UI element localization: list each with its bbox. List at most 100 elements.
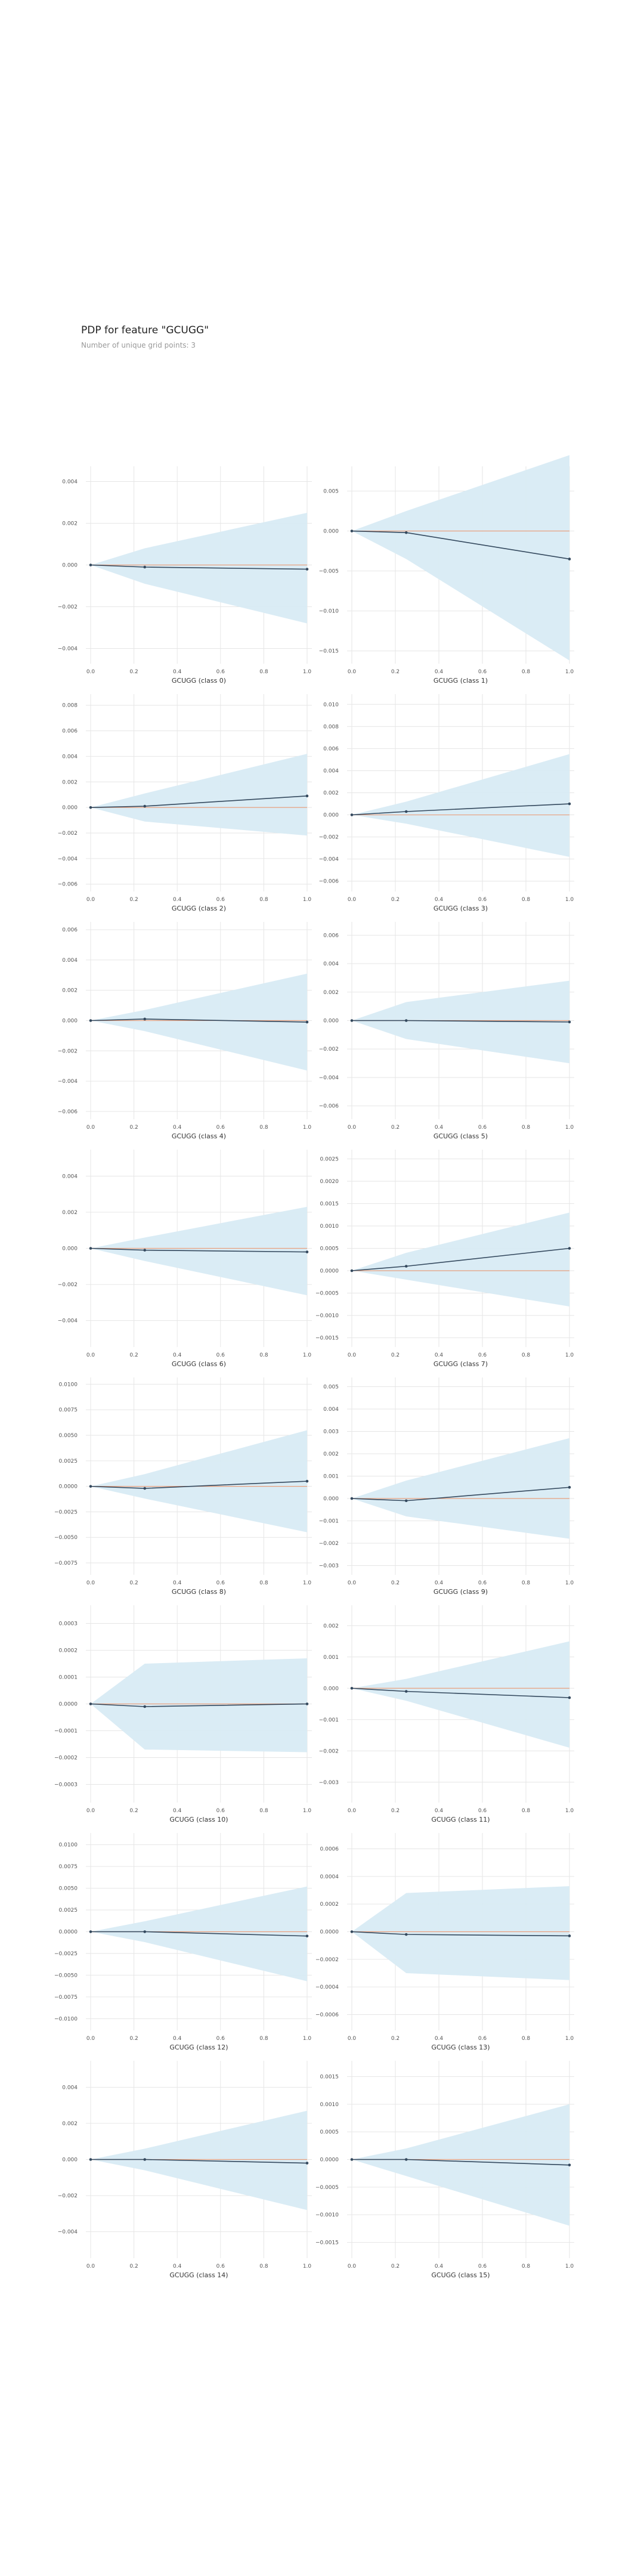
x-tick-label: 0.8 (522, 1125, 531, 1131)
x-tick-label: 0.6 (216, 1352, 225, 1358)
y-tick-label: 0.000 (323, 529, 339, 535)
y-tick-label: 0.0000 (320, 2157, 339, 2163)
x-tick-label: 1.0 (303, 1125, 312, 1131)
confidence-band (91, 973, 307, 1071)
pdp-subplot-8: −0.0075 −0.0050 −0.0025 0.0000 0.0025 0.0050 0… (54, 1377, 312, 1596)
pdp-subplot-14: −0.004 −0.002 0.000 0.002 0.004 0.0 0.2 0.4 0.6 0… (58, 2061, 312, 2279)
y-tick-label: 0.0050 (59, 1433, 78, 1439)
y-tick-label: 0.0001 (59, 1675, 78, 1681)
x-tick-label: 0.4 (173, 1808, 182, 1814)
pdp-point (404, 1499, 408, 1503)
x-axis-label: GCUGG (class 4) (172, 1132, 226, 1140)
x-tick-label: 0.0 (86, 1580, 95, 1586)
confidence-band (352, 1641, 569, 1748)
y-tick-label: 0.002 (62, 988, 78, 994)
y-tick-label: −0.0025 (54, 1951, 78, 1957)
pdp-point (568, 802, 571, 806)
y-tick-label: −0.002 (58, 831, 78, 837)
y-tick-label: 0.004 (62, 958, 78, 964)
x-tick-label: 0.2 (391, 1580, 400, 1586)
pdp-point (143, 565, 147, 569)
x-tick-label: 0.8 (259, 1808, 268, 1814)
pdp-point (568, 1247, 571, 1250)
y-tick-label: 0.002 (323, 990, 339, 996)
y-tick-label: −0.002 (58, 1282, 78, 1288)
y-tick-label: 0.000 (62, 805, 78, 811)
x-axis-label: GCUGG (class 5) (434, 1132, 488, 1140)
x-tick-label: 1.0 (303, 2264, 312, 2270)
pdp-point (404, 1690, 408, 1693)
y-tick-label: −0.0003 (54, 1782, 78, 1788)
x-axis-label: GCUGG (class 0) (172, 677, 226, 685)
figure-header: PDP for feature "GCUGG" Number of unique… (81, 324, 209, 349)
pdp-point (143, 1487, 147, 1490)
y-tick-label: −0.006 (58, 882, 78, 888)
y-tick-label: 0.004 (62, 2085, 78, 2091)
x-tick-label: 0.6 (478, 1352, 487, 1358)
x-tick-label: 0.8 (259, 897, 268, 903)
x-tick-label: 0.2 (391, 2264, 400, 2270)
x-tick-label: 0.8 (259, 1125, 268, 1131)
x-tick-label: 0.2 (391, 897, 400, 903)
pdp-point (404, 1019, 408, 1022)
x-tick-label: 0.2 (129, 897, 138, 903)
pdp-point (305, 1020, 309, 1024)
y-tick-label: −0.0005 (315, 1291, 339, 1297)
y-tick-label: 0.0006 (320, 1847, 339, 1853)
x-tick-label: 1.0 (303, 897, 312, 903)
y-tick-label: 0.000 (62, 563, 78, 569)
y-tick-label: −0.006 (319, 1104, 339, 1110)
pdp-point (143, 1930, 147, 1933)
x-tick-label: 0.0 (86, 897, 95, 903)
x-tick-label: 0.0 (348, 669, 357, 675)
y-tick-label: −0.015 (319, 649, 339, 655)
y-tick-label: −0.0002 (54, 1755, 78, 1761)
pdp-point (89, 1019, 92, 1022)
y-tick-label: −0.0050 (54, 1973, 78, 1979)
pdp-point (305, 1250, 309, 1253)
x-axis-label: GCUGG (class 1) (434, 677, 488, 685)
y-tick-label: −0.004 (58, 1318, 78, 1324)
x-tick-label: 0.0 (348, 2264, 357, 2270)
y-tick-label: 0.0015 (320, 1202, 339, 1208)
y-tick-label: 0.0025 (59, 1908, 78, 1914)
confidence-band (352, 2104, 569, 2226)
x-tick-label: 1.0 (303, 669, 312, 675)
y-tick-label: 0.0002 (59, 1648, 78, 1654)
y-tick-label: 0.0025 (320, 1157, 339, 1163)
y-tick-label: 0.0100 (59, 1382, 78, 1388)
y-tick-label: −0.0006 (315, 2012, 339, 2018)
y-tick-label: 0.0000 (59, 1484, 78, 1490)
x-axis-label: GCUGG (class 11) (431, 1816, 490, 1823)
x-tick-label: 0.2 (129, 1580, 138, 1586)
y-tick-label: −0.0010 (315, 2212, 339, 2218)
y-tick-label: 0.002 (62, 521, 78, 527)
pdp-subplot-0: −0.004 −0.002 0.000 0.002 0.004 0.0 0.2 0.4 0.6 0… (58, 466, 312, 685)
pdp-point (143, 1249, 147, 1252)
pdp-subplot-1: −0.015 −0.010 −0.005 0.000 0.005 0.0 0.2 0.4 0.6… (319, 455, 574, 685)
y-tick-label: 0.0050 (59, 1886, 78, 1892)
y-tick-label: 0.004 (62, 1174, 78, 1179)
x-tick-label: 0.4 (435, 2264, 444, 2270)
pdp-subplot-5: −0.006 −0.004 −0.002 0.000 0.002 0.004 0.006 0.… (319, 922, 574, 1140)
y-tick-label: 0.000 (323, 1686, 339, 1692)
y-tick-label: −0.010 (319, 609, 339, 615)
x-axis-label: GCUGG (class 6) (172, 1360, 226, 1368)
x-tick-label: 0.4 (435, 1125, 444, 1131)
y-tick-label: 0.000 (62, 1246, 78, 1252)
pdp-point (350, 1497, 354, 1500)
y-tick-label: −0.001 (319, 1717, 339, 1723)
pdp-point (350, 2158, 354, 2161)
x-tick-label: 0.2 (391, 2036, 400, 2042)
y-tick-label: 0.010 (323, 702, 339, 708)
x-tick-label: 0.6 (216, 1808, 225, 1814)
x-axis-label: GCUGG (class 9) (434, 1588, 488, 1596)
pdp-point (143, 2158, 147, 2161)
x-tick-label: 0.6 (216, 2264, 225, 2270)
pdp-point (350, 1686, 354, 1690)
pdp-point (143, 1017, 147, 1021)
x-tick-label: 0.4 (435, 1352, 444, 1358)
figure-title: PDP for feature "GCUGG" (81, 324, 209, 336)
y-tick-label: −0.002 (58, 1048, 78, 1054)
